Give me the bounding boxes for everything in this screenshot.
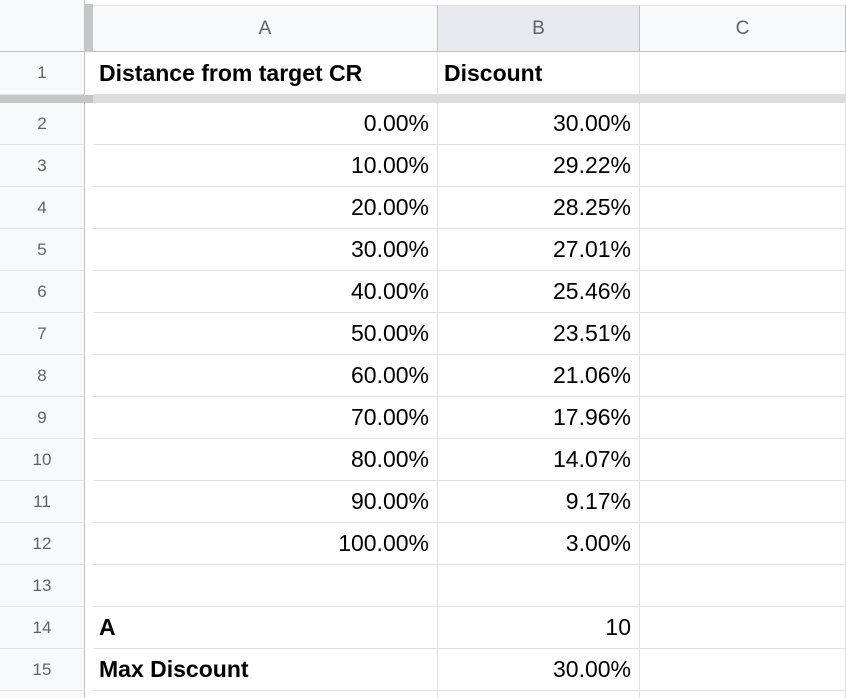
row-gutter (85, 271, 93, 313)
cell-c[interactable] (640, 187, 846, 229)
cell-c[interactable] (640, 649, 846, 691)
row-header[interactable]: 12 (0, 523, 85, 565)
cell-c[interactable] (640, 481, 846, 523)
column-header-c[interactable]: C (640, 5, 846, 52)
cell-a[interactable]: 80.00% (93, 439, 438, 481)
cell-a[interactable]: 70.00% (93, 397, 438, 439)
cell-b[interactable]: 10 (438, 607, 640, 649)
row-header[interactable]: 2 (0, 103, 85, 145)
cell-a[interactable]: Distance from target CR (93, 52, 438, 95)
cell-c[interactable] (640, 523, 846, 565)
row-header[interactable]: 5 (0, 229, 85, 271)
cell-b[interactable]: 30.00% (438, 649, 640, 691)
cell-c[interactable] (640, 565, 846, 607)
cell-b[interactable]: 21.06% (438, 355, 640, 397)
column-header-b[interactable]: B (438, 5, 640, 52)
row-gutter (85, 187, 93, 229)
row-gutter (85, 52, 93, 95)
cell-b[interactable]: Discount (438, 52, 640, 95)
cell-c[interactable] (640, 103, 846, 145)
cell-a[interactable]: 50.00% (93, 313, 438, 355)
row-gutter (85, 397, 93, 439)
row-gutter (85, 691, 93, 698)
cell-a[interactable]: 60.00% (93, 355, 438, 397)
select-all-corner[interactable] (0, 0, 85, 52)
row-header[interactable]: 4 (0, 187, 85, 229)
cell-b[interactable]: 17.96% (438, 397, 640, 439)
row-gutter (85, 439, 93, 481)
freeze-column-handle[interactable] (85, 4, 93, 52)
cell-c[interactable] (640, 607, 846, 649)
frozen-row-handle[interactable] (0, 95, 93, 103)
row-header[interactable]: 6 (0, 271, 85, 313)
cell-a[interactable]: 100.00% (93, 523, 438, 565)
frozen-row-divider[interactable] (0, 95, 846, 103)
cell-b[interactable] (438, 565, 640, 607)
cell-c[interactable] (640, 313, 846, 355)
cell-c[interactable] (640, 271, 846, 313)
row-header[interactable]: 11 (0, 481, 85, 523)
cell-b[interactable]: 27.01% (438, 229, 640, 271)
row-gutter (85, 565, 93, 607)
row-gutter (85, 481, 93, 523)
row-header[interactable]: 14 (0, 607, 85, 649)
row-header[interactable]: 7 (0, 313, 85, 355)
cell-a[interactable]: 20.00% (93, 187, 438, 229)
cell-c[interactable] (640, 439, 846, 481)
column-header-a[interactable]: A (93, 5, 438, 52)
cell-a[interactable] (93, 565, 438, 607)
cell-b[interactable]: 30.00% (438, 103, 640, 145)
cell-a[interactable]: 10.00% (93, 145, 438, 187)
cell-a[interactable]: 40.00% (93, 271, 438, 313)
cell-c[interactable] (640, 397, 846, 439)
cell-b[interactable]: 23.51% (438, 313, 640, 355)
cell-b[interactable]: 14.07% (438, 439, 640, 481)
row-header[interactable]: 8 (0, 355, 85, 397)
cell-c[interactable] (640, 229, 846, 271)
cell-c[interactable] (640, 691, 846, 698)
cell-a[interactable]: 0.00% (93, 103, 438, 145)
cell-a[interactable]: 30.00% (93, 229, 438, 271)
cell-a[interactable]: 90.00% (93, 481, 438, 523)
cell-b[interactable]: 28.25% (438, 187, 640, 229)
row-header[interactable]: 13 (0, 565, 85, 607)
row-gutter (85, 145, 93, 187)
row-gutter (85, 523, 93, 565)
row-gutter (85, 355, 93, 397)
row-header[interactable]: 10 (0, 439, 85, 481)
cell-c[interactable] (640, 355, 846, 397)
cell-b[interactable]: 9.17% (438, 481, 640, 523)
cell-c[interactable] (640, 145, 846, 187)
row-header[interactable]: 15 (0, 649, 85, 691)
row-header[interactable]: 9 (0, 397, 85, 439)
cell-c[interactable] (640, 52, 846, 95)
row-gutter (85, 649, 93, 691)
cell-a[interactable]: Max Discount (93, 649, 438, 691)
row-gutter (85, 607, 93, 649)
column-header-row: A B C (0, 0, 846, 52)
row-gutter (85, 103, 93, 145)
cell-a[interactable] (93, 691, 438, 698)
cell-b[interactable]: 25.46% (438, 271, 640, 313)
row-header[interactable]: 1 (0, 52, 85, 95)
row-header[interactable] (0, 691, 85, 698)
row-gutter (85, 313, 93, 355)
cell-b[interactable]: 3.00% (438, 523, 640, 565)
cell-b[interactable] (438, 691, 640, 698)
cell-a[interactable]: A (93, 607, 438, 649)
row-header[interactable]: 3 (0, 145, 85, 187)
cell-b[interactable]: 29.22% (438, 145, 640, 187)
row-gutter (85, 229, 93, 271)
